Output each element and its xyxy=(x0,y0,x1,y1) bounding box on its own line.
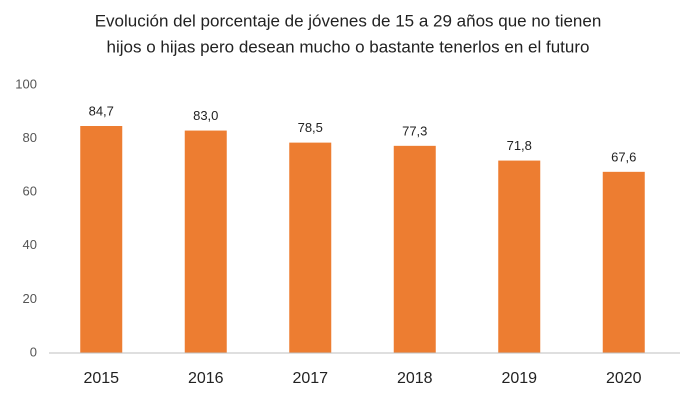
chart-title: hijos o hijas pero desean mucho o bastan… xyxy=(107,37,590,56)
y-tick-label: 80 xyxy=(23,130,37,145)
x-tick-label: 2015 xyxy=(83,370,119,387)
x-tick-label: 2019 xyxy=(501,370,537,387)
value-label: 84,7 xyxy=(89,103,114,118)
value-label: 83,0 xyxy=(193,108,218,123)
bar xyxy=(80,126,123,353)
x-tick-label: 2018 xyxy=(397,370,433,387)
bar xyxy=(602,171,645,353)
x-tick-label: 2016 xyxy=(188,370,224,387)
y-tick-label: 60 xyxy=(23,184,37,199)
y-tick-label: 20 xyxy=(23,291,37,306)
bar xyxy=(393,145,436,353)
x-tick-label: 2017 xyxy=(292,370,328,387)
y-tick-label: 40 xyxy=(23,237,37,252)
y-tick-label: 0 xyxy=(30,344,37,359)
value-label: 67,6 xyxy=(611,149,636,164)
y-tick-label: 100 xyxy=(15,76,37,91)
bar xyxy=(289,142,332,353)
value-label: 78,5 xyxy=(298,120,323,135)
value-label: 71,8 xyxy=(507,138,532,153)
value-label: 77,3 xyxy=(402,123,427,138)
bar xyxy=(498,160,541,353)
x-tick-label: 2020 xyxy=(606,370,642,387)
chart-title: Evolución del porcentaje de jóvenes de 1… xyxy=(95,11,602,30)
bar xyxy=(184,130,227,353)
